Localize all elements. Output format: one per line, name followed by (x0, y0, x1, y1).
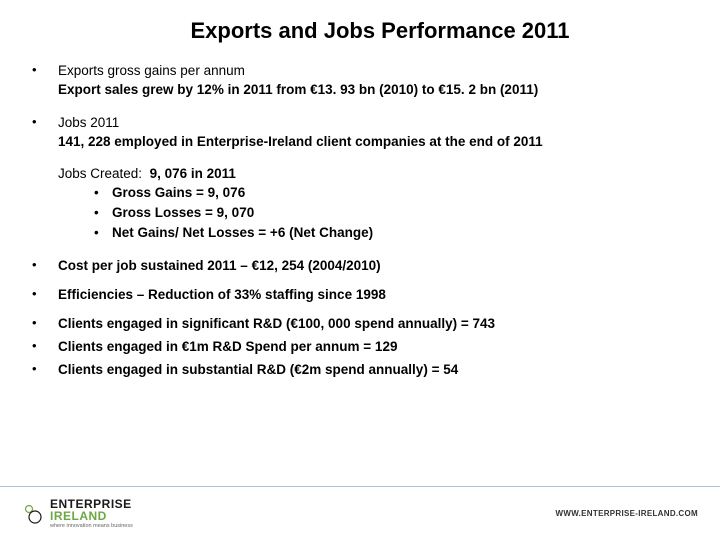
bullet-item: • Efficiencies – Reduction of 33% staffi… (30, 286, 690, 305)
slide-content: • Exports gross gains per annum Export s… (30, 62, 690, 540)
text-bold: Cost per job sustained 2011 – €12, 254 (… (58, 257, 690, 276)
slide-container: Exports and Jobs Performance 2011 • Expo… (0, 0, 720, 540)
text-bold: Export sales grew by 12% in 2011 from €1… (58, 82, 538, 97)
slide-footer: ENTERPRISE IRELAND where innovation mean… (0, 486, 720, 540)
bullet-marker: • (30, 114, 58, 152)
text: Exports gross gains per annum (58, 63, 245, 78)
bullet-marker: • (30, 315, 58, 334)
bullet-item: • Clients engaged in €1m R&D Spend per a… (30, 338, 690, 357)
text: Jobs 2011 (58, 115, 119, 130)
text-bold: Clients engaged in significant R&D (€100… (58, 315, 690, 334)
bullet-item: • Exports gross gains per annum Export s… (30, 62, 690, 100)
logo-line2: IRELAND (50, 510, 133, 522)
bullet-marker: • (30, 257, 58, 276)
bullet-marker: • (30, 361, 58, 380)
text-bold: Efficiencies – Reduction of 33% staffing… (58, 286, 690, 305)
logo-line1: ENTERPRISE (50, 498, 133, 510)
sub-bullet-item: • Gross Losses = 9, 070 (94, 203, 690, 223)
sub-bullet-list: • Gross Gains = 9, 076 • Gross Losses = … (30, 183, 690, 244)
bullet-text: Jobs 2011 141, 228 employed in Enterpris… (58, 114, 690, 152)
bullet-marker: • (94, 223, 112, 243)
text-bold: 141, 228 employed in Enterprise-Ireland … (58, 134, 543, 149)
sub-bullet-item: • Net Gains/ Net Losses = +6 (Net Change… (94, 223, 690, 243)
bullet-item: • Jobs 2011 141, 228 employed in Enterpr… (30, 114, 690, 152)
bullet-marker: • (30, 62, 58, 100)
slide-title: Exports and Jobs Performance 2011 (30, 18, 690, 44)
logo-tagline: where innovation means business (50, 524, 133, 530)
logo: ENTERPRISE IRELAND where innovation mean… (22, 498, 133, 530)
logo-text: ENTERPRISE IRELAND where innovation mean… (50, 498, 133, 530)
bullet-item: • Cost per job sustained 2011 – €12, 254… (30, 257, 690, 276)
jobs-created-value: 9, 076 in 2011 (150, 166, 236, 181)
bullet-item: • Clients engaged in substantial R&D (€2… (30, 361, 690, 380)
bullet-item: • Clients engaged in significant R&D (€1… (30, 315, 690, 334)
sub-bullet-item: • Gross Gains = 9, 076 (94, 183, 690, 203)
bullet-marker: • (94, 183, 112, 203)
text-bold: Clients engaged in €1m R&D Spend per ann… (58, 338, 690, 357)
website-url: WWW.ENTERPRISE-IRELAND.COM (556, 509, 698, 518)
jobs-created-label: Jobs Created: (58, 166, 142, 181)
bullet-marker: • (94, 203, 112, 223)
text-bold: Clients engaged in substantial R&D (€2m … (58, 361, 690, 380)
bullet-text: Exports gross gains per annum Export sal… (58, 62, 690, 100)
indented-block: Jobs Created: 9, 076 in 2011 (30, 166, 690, 181)
text-bold: Gross Gains = 9, 076 (112, 183, 245, 203)
enterprise-ireland-icon (22, 503, 44, 525)
text-bold: Net Gains/ Net Losses = +6 (Net Change) (112, 223, 373, 243)
bullet-marker: • (30, 338, 58, 357)
bullet-marker: • (30, 286, 58, 305)
text-bold: Gross Losses = 9, 070 (112, 203, 254, 223)
